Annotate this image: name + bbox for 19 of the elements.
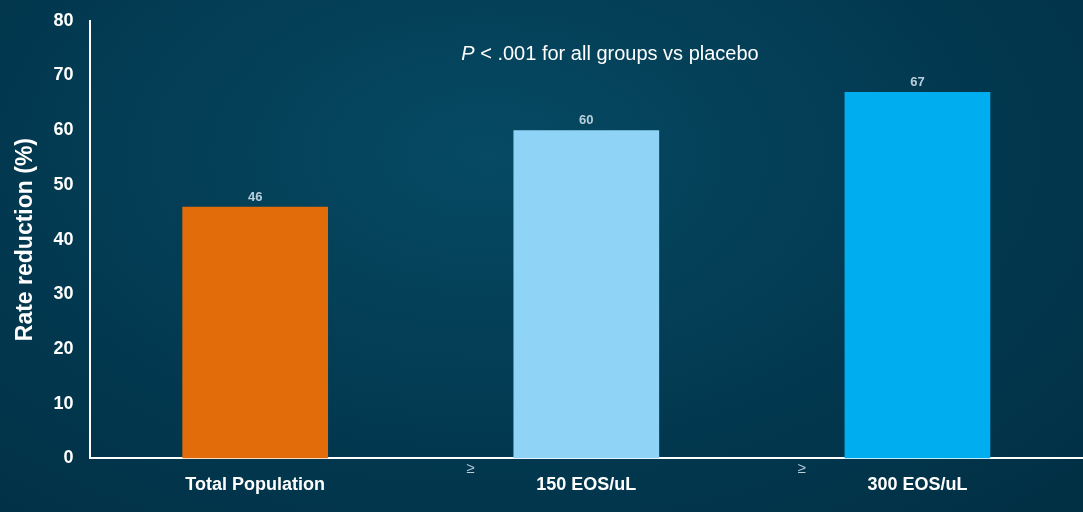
- y-tick-label: 60: [53, 119, 74, 140]
- y-tick-label: 20: [53, 337, 74, 358]
- y-tick-label: 30: [53, 283, 74, 304]
- data-label: 60: [579, 112, 594, 128]
- x-tick-label: Total Population: [185, 474, 326, 495]
- text: ≥: [466, 459, 475, 477]
- y-tick-label: 10: [53, 392, 74, 413]
- annotation: P < .001 for all groups vs placebo: [461, 41, 759, 64]
- text: ≥: [797, 459, 806, 477]
- y-axis-title: Rate reduction (%): [11, 138, 38, 342]
- y-tick-label: 0: [63, 447, 74, 468]
- data-label: 46: [247, 188, 263, 204]
- y-tick-label: 80: [53, 9, 74, 30]
- y-tick-label: 70: [53, 64, 74, 85]
- y-tick-label: 50: [53, 173, 74, 194]
- y-tick-label: 40: [53, 228, 74, 249]
- data-label: 67: [910, 73, 925, 89]
- x-tick-label: 150 EOS/uL: [536, 474, 637, 495]
- x-tick-label: 300 EOS/uL: [867, 474, 968, 495]
